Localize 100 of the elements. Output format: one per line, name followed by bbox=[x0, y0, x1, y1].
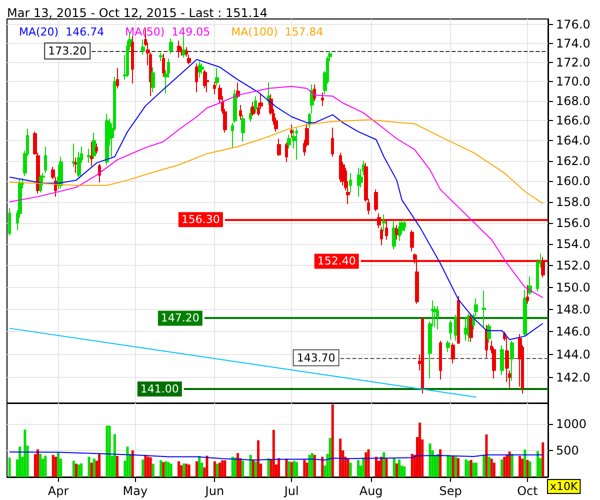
line-series bbox=[9, 59, 544, 340]
x-tick-label: Apr bbox=[48, 484, 69, 498]
y-tick-label: 500 bbox=[556, 443, 579, 458]
candlestick bbox=[213, 81, 216, 95]
bar bbox=[149, 457, 152, 477]
candlestick bbox=[251, 102, 255, 116]
bar bbox=[195, 461, 198, 477]
candlestick bbox=[105, 113, 109, 166]
candlestick bbox=[116, 68, 119, 89]
bar bbox=[221, 460, 224, 477]
candlestick bbox=[313, 84, 316, 102]
x-tick-label: Jun bbox=[204, 484, 224, 498]
candlestick bbox=[239, 104, 242, 120]
bar bbox=[288, 461, 290, 477]
candlestick bbox=[541, 256, 545, 278]
bar bbox=[457, 458, 460, 477]
candlestick bbox=[200, 62, 204, 74]
candlestick bbox=[395, 224, 398, 240]
y-tick-label: 162.0 bbox=[556, 154, 590, 168]
candlestick bbox=[241, 114, 245, 142]
candlestick bbox=[195, 62, 198, 93]
bar bbox=[78, 464, 80, 477]
bar bbox=[113, 434, 116, 477]
chart-title: Mar 13, 2015 - Oct 12, 2015 - Last : 151.14 bbox=[7, 6, 268, 20]
y-tick-label: 148.0 bbox=[556, 302, 590, 316]
bar bbox=[44, 456, 47, 477]
candlestick bbox=[482, 290, 486, 328]
candlestick bbox=[331, 127, 334, 158]
bar bbox=[216, 464, 218, 477]
y-tick-label: 142.0 bbox=[556, 370, 590, 384]
bar bbox=[482, 454, 486, 477]
candlestick bbox=[436, 306, 439, 330]
ref-line-label: 147.20 bbox=[160, 312, 200, 325]
bar bbox=[198, 456, 201, 477]
bar bbox=[116, 456, 118, 477]
candlestick bbox=[8, 208, 11, 236]
y-tick-label: 176.0 bbox=[556, 18, 590, 32]
bar bbox=[403, 466, 406, 477]
candlestick bbox=[205, 71, 209, 93]
bar bbox=[542, 442, 544, 477]
bar bbox=[524, 450, 526, 477]
candlestick bbox=[249, 107, 252, 122]
bar bbox=[331, 404, 334, 477]
bar bbox=[528, 461, 532, 477]
bar bbox=[278, 458, 280, 477]
candlestick bbox=[487, 323, 491, 344]
bar bbox=[8, 458, 11, 477]
x-tick-label: Aug bbox=[359, 484, 383, 498]
bar bbox=[526, 460, 529, 477]
bar bbox=[92, 458, 96, 477]
bar bbox=[446, 454, 450, 477]
bar bbox=[374, 456, 378, 477]
y-tick-label: 172.0 bbox=[556, 55, 590, 70]
bar bbox=[146, 456, 150, 477]
candlestick bbox=[169, 38, 173, 54]
candlestick bbox=[267, 82, 270, 106]
bar bbox=[488, 456, 490, 477]
candlestick bbox=[357, 167, 360, 198]
candlestick bbox=[421, 316, 424, 394]
y-tick-label: 156.0 bbox=[556, 216, 590, 230]
bar bbox=[218, 462, 222, 477]
bar bbox=[164, 461, 168, 477]
bar bbox=[290, 462, 293, 477]
bar bbox=[54, 456, 57, 477]
bar bbox=[521, 458, 524, 477]
bar bbox=[242, 460, 244, 477]
y-tick-label: 170.0 bbox=[556, 74, 590, 89]
candlestick bbox=[231, 122, 234, 148]
y-tick-label: 1000 bbox=[556, 416, 587, 431]
bar bbox=[178, 461, 180, 477]
bar bbox=[398, 459, 401, 477]
bar bbox=[454, 456, 457, 477]
candlestick bbox=[162, 53, 165, 78]
y-tick-label: 174.0 bbox=[556, 36, 590, 50]
ref-line-label: 152.40 bbox=[317, 254, 356, 268]
bar bbox=[339, 438, 342, 477]
bar bbox=[321, 456, 324, 477]
bar bbox=[506, 454, 508, 477]
bar bbox=[490, 458, 493, 477]
candlestick bbox=[410, 230, 414, 252]
bar bbox=[188, 464, 190, 477]
bar bbox=[185, 464, 188, 477]
candlestick bbox=[254, 96, 257, 114]
bar bbox=[24, 430, 26, 477]
bar bbox=[357, 460, 360, 477]
y-tick-label: 152.0 bbox=[556, 258, 590, 273]
bar bbox=[252, 459, 254, 477]
candlestick bbox=[90, 141, 93, 166]
candlestick bbox=[72, 143, 75, 168]
candlestick bbox=[469, 313, 473, 342]
bar bbox=[152, 464, 154, 477]
candlestick bbox=[446, 340, 450, 353]
bar bbox=[364, 452, 368, 477]
text: MA(100) 157.84 bbox=[231, 26, 324, 38]
candlestick bbox=[510, 340, 514, 382]
bar bbox=[295, 462, 298, 477]
bar bbox=[418, 422, 422, 477]
candlestick bbox=[131, 35, 134, 84]
bar bbox=[52, 454, 54, 477]
candlestick bbox=[464, 316, 468, 342]
